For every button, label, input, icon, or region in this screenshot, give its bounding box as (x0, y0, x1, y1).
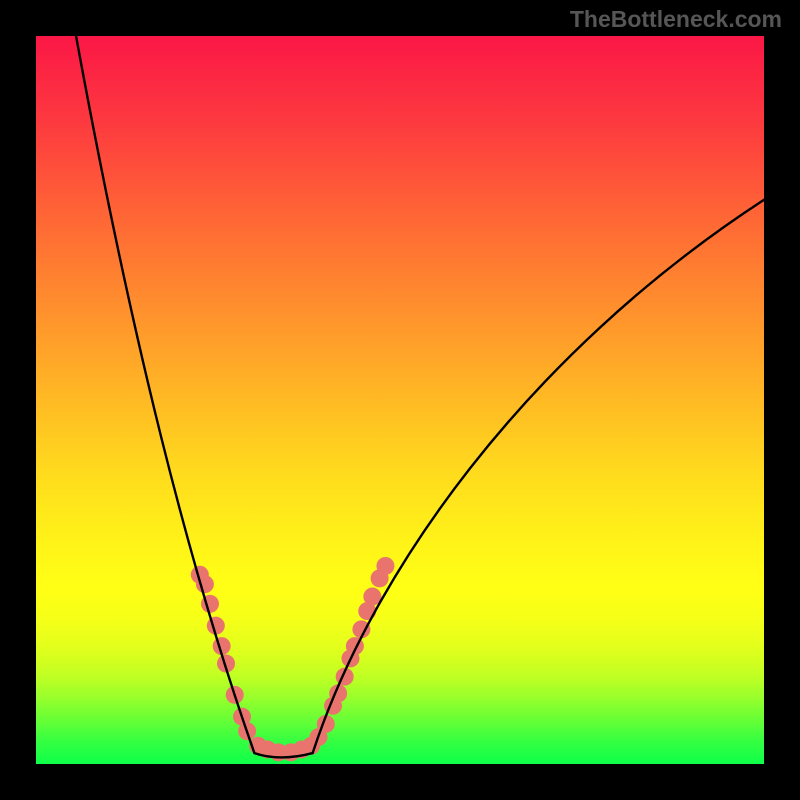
curve-layer (36, 36, 764, 764)
chart-frame (0, 0, 800, 800)
bottleneck-curve (76, 36, 764, 757)
data-dot (376, 557, 394, 575)
plot-area (36, 36, 764, 764)
data-dots (191, 557, 395, 761)
watermark-text: TheBottleneck.com (570, 6, 782, 33)
